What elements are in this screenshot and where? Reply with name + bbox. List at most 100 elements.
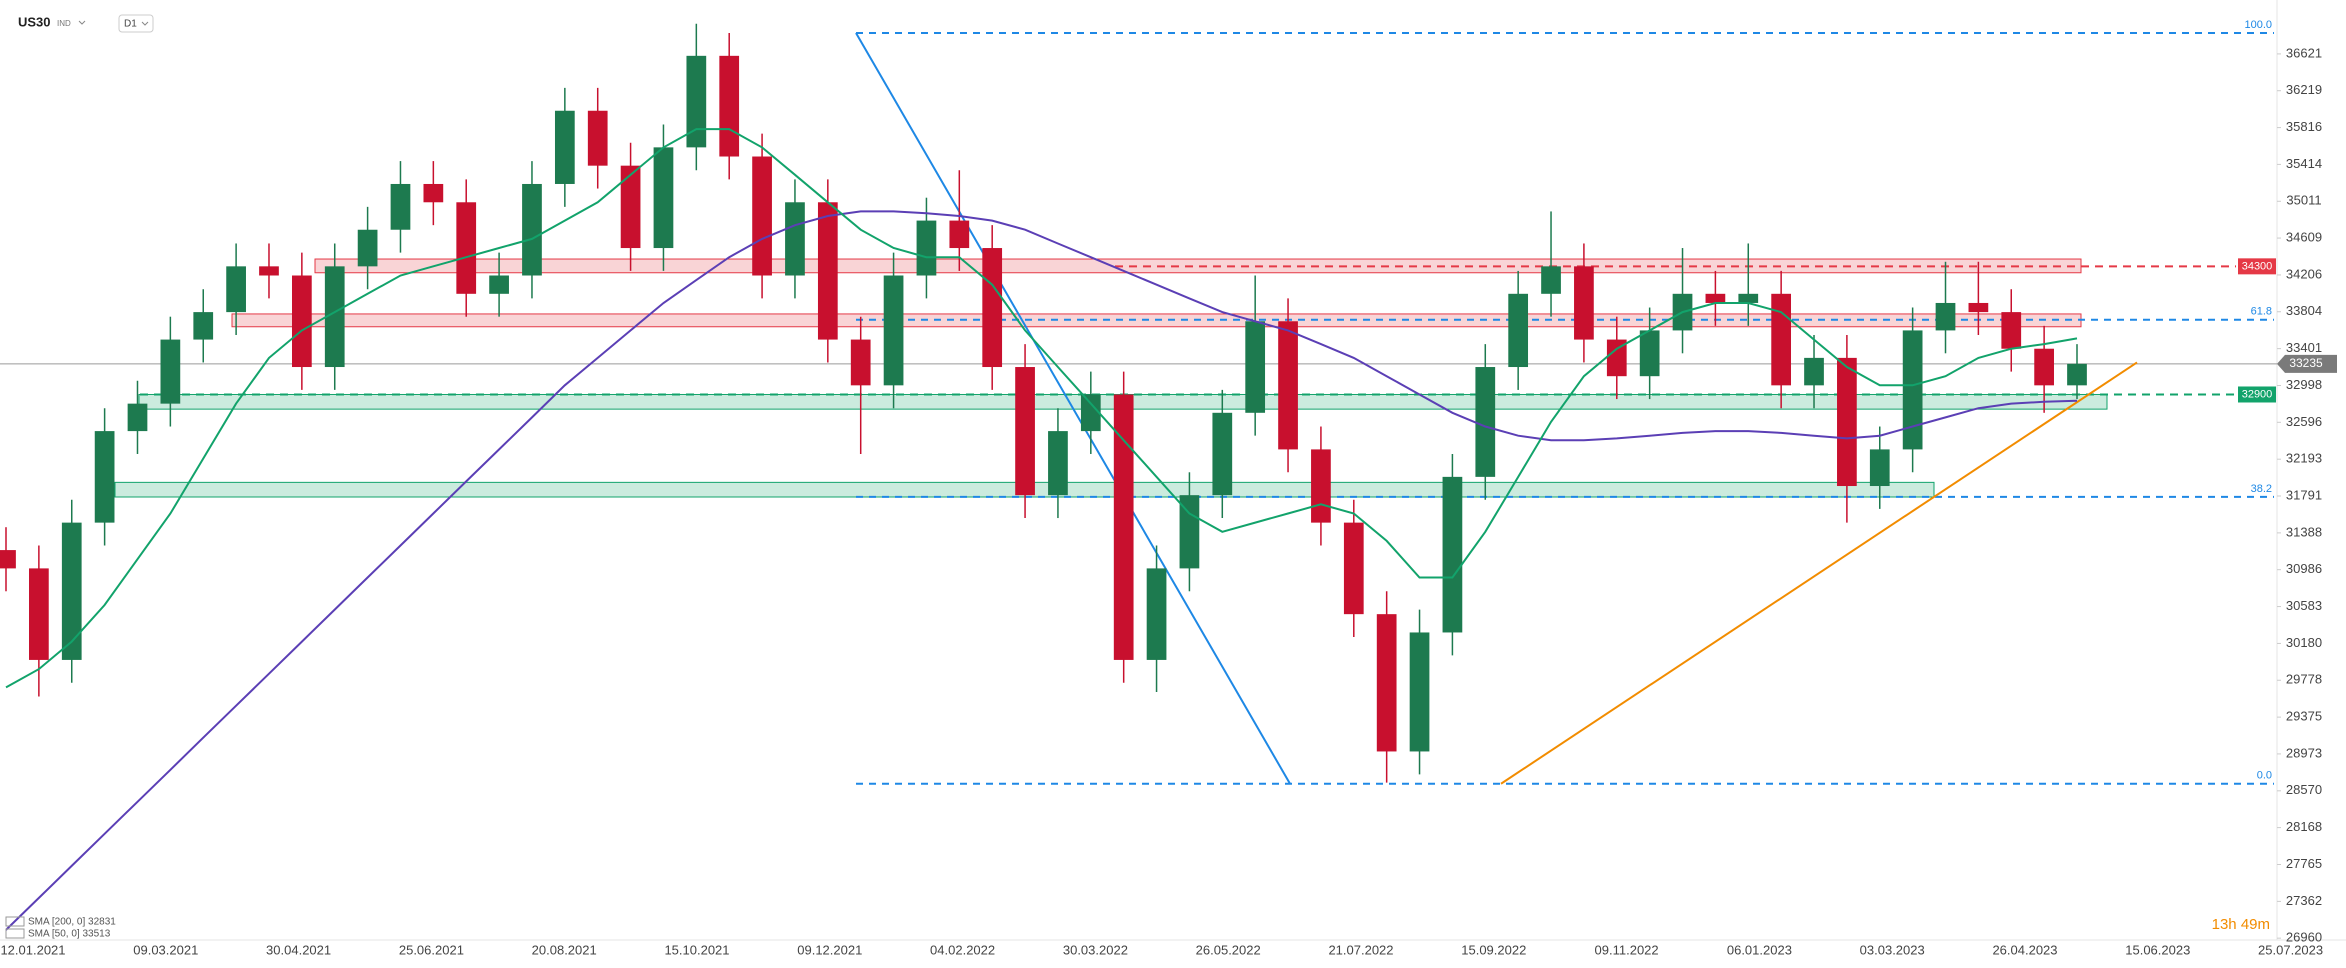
candle-body (1541, 266, 1561, 294)
y-tick-label: 36621 (2286, 45, 2322, 60)
y-tick-label: 29778 (2286, 672, 2322, 687)
legend-swatch (5, 928, 25, 939)
fib-label: 0.0 (2257, 770, 2272, 782)
candle-body (1343, 522, 1364, 615)
y-tick-label: 32596 (2286, 414, 2322, 429)
y-tick-label: 27765 (2286, 856, 2322, 871)
candle-body (0, 550, 16, 569)
symbol[interactable]: US30 (18, 14, 51, 29)
x-tick-label: 26.05.2022 (1196, 942, 1261, 957)
level-badge (2238, 258, 2276, 275)
candle-body (1804, 357, 1824, 386)
y-tick-label: 28570 (2286, 782, 2322, 797)
fib-label: 38.2 (2251, 483, 2272, 495)
interval-dropdown[interactable] (141, 21, 149, 26)
candle-body (883, 275, 904, 386)
candle-body (1376, 614, 1397, 752)
y-tick-label: 29375 (2286, 709, 2322, 724)
candle-body (357, 229, 378, 267)
candle-body (1179, 495, 1200, 569)
trendline (1500, 361, 2138, 785)
candle-body (1212, 412, 1233, 496)
x-tick-label: 09.12.2021 (797, 942, 862, 957)
candle-body (1705, 293, 1726, 303)
y-tick-label: 32193 (2286, 451, 2322, 466)
candle-body (686, 55, 707, 148)
x-tick-label: 04.02.2022 (930, 942, 995, 957)
candle-body (2001, 312, 2022, 349)
legend-entry: SMA [200, 0] 32831 (28, 917, 116, 928)
y-tick-label: 34206 (2286, 266, 2322, 281)
candle-body (1475, 367, 1496, 477)
x-tick-label: 15.06.2023 (2125, 942, 2190, 957)
y-tick-label: 34609 (2286, 230, 2322, 245)
candle-body (127, 403, 148, 432)
x-tick-label: 09.11.2022 (1595, 942, 1659, 957)
candle-body (1574, 266, 1594, 340)
candle-body (1146, 568, 1167, 660)
x-tick-label: 25.07.2023 (2258, 942, 2323, 957)
candle-body (1409, 632, 1430, 752)
x-tick-label: 12.01.2021 (0, 942, 65, 957)
candle-body (850, 339, 871, 386)
level-label: 34300 (2242, 260, 2273, 272)
candle-body (1245, 321, 1266, 413)
symbol-dropdown[interactable] (78, 20, 86, 25)
candle-body (1935, 302, 1956, 331)
x-tick-label: 21.07.2022 (1328, 942, 1393, 957)
candle-body (29, 568, 49, 660)
candle-body (61, 522, 82, 660)
x-tick-label: 03.03.2023 (1860, 942, 1925, 957)
candle-body (259, 266, 279, 276)
candle-body (1837, 357, 1857, 487)
interval-button[interactable] (118, 14, 154, 33)
candle-body (752, 156, 772, 276)
candle-body (522, 183, 542, 276)
x-tick-label: 20.08.2021 (532, 942, 597, 957)
candle-body (1771, 293, 1792, 386)
y-tick-label: 35414 (2286, 156, 2322, 171)
candle-body (653, 147, 674, 249)
candle-body (1606, 339, 1627, 377)
y-tick-label: 31791 (2286, 487, 2322, 502)
y-tick-label: 30986 (2286, 561, 2322, 576)
y-tick-label: 27362 (2286, 893, 2322, 908)
candle-body (785, 202, 805, 276)
candle-body (1113, 394, 1134, 660)
y-tick-label: 28168 (2286, 819, 2322, 834)
level-label: 32900 (2242, 388, 2273, 400)
candle-body (1508, 293, 1529, 368)
y-tick-label: 26960 (2286, 930, 2322, 945)
candle-body (94, 431, 115, 523)
candle-body (1048, 431, 1068, 496)
countdown: 13h 49m (2212, 916, 2270, 933)
y-tick-label: 35011 (2286, 193, 2321, 208)
candle-body (226, 266, 246, 313)
candle-body (817, 202, 838, 340)
candle-body (1639, 330, 1660, 377)
y-tick-label: 30180 (2286, 635, 2322, 650)
candle-body (620, 165, 641, 249)
x-tick-label: 09.03.2021 (133, 942, 198, 957)
candle-body (949, 220, 970, 249)
fib-label: 100.0 (2244, 19, 2272, 31)
candle-body (193, 312, 214, 340)
interval[interactable]: D1 (124, 19, 137, 30)
y-tick-label: 36219 (2286, 82, 2322, 97)
x-tick-label: 30.03.2022 (1063, 942, 1128, 957)
candle-body (489, 275, 509, 294)
x-tick-label: 15.10.2021 (664, 942, 729, 957)
candle-body (291, 275, 312, 368)
candle-body (1902, 330, 1923, 450)
market: IND (57, 19, 71, 28)
candle-body (1015, 367, 1035, 496)
candle-body (1278, 321, 1298, 450)
y-tick-label: 28973 (2286, 745, 2322, 760)
trendline (855, 32, 1291, 785)
x-tick-label: 26.04.2023 (1992, 942, 2057, 957)
last-price-label: 33235 (2289, 356, 2323, 370)
candle-body (456, 202, 477, 294)
candle-body (982, 248, 1003, 368)
